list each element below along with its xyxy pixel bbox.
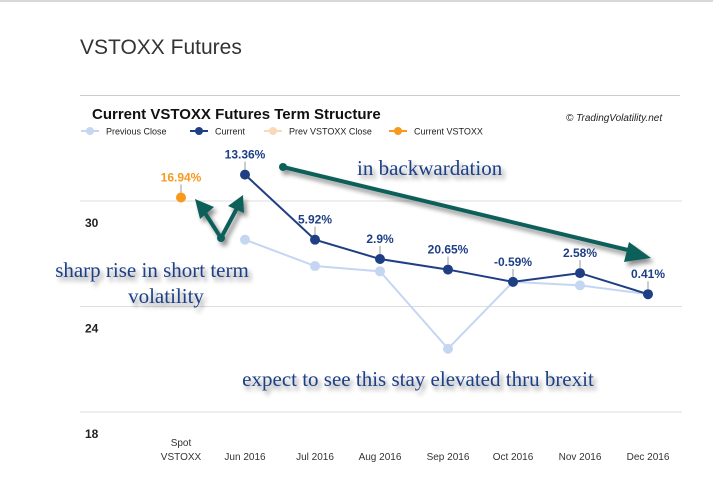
annotation-backwardation: in backwardation bbox=[357, 156, 503, 180]
data-point bbox=[240, 234, 250, 245]
legend-label: Current bbox=[215, 127, 246, 137]
top-divider bbox=[0, 0, 713, 2]
x-tick-label: VSTOXX bbox=[161, 452, 202, 463]
series-layer: 13.36% 5.92% 2.9% 20.65% -0.59% 2.58% 0.41% 16.… bbox=[161, 148, 665, 354]
x-tick-label: Aug 2016 bbox=[359, 452, 402, 463]
legend-marker bbox=[394, 127, 402, 135]
backwardation-arrow-head bbox=[624, 242, 651, 262]
x-tick-label: Jul 2016 bbox=[296, 452, 334, 463]
data-point bbox=[575, 280, 585, 291]
x-tick-label: Oct 2016 bbox=[493, 452, 534, 463]
data-label: 16.94% bbox=[161, 170, 202, 184]
x-tick-label: Sep 2016 bbox=[427, 452, 470, 463]
page-title: VSTOXX Futures bbox=[80, 36, 242, 59]
y-tick-label: 30 bbox=[85, 216, 99, 230]
y-tick-label: 24 bbox=[85, 322, 99, 336]
backwardation-arrow-shaft bbox=[281, 165, 634, 253]
sharp-rise-arrow-right-head bbox=[228, 195, 244, 213]
sharp-rise-arrow-right-shaft bbox=[219, 208, 238, 240]
data-label: -0.59% bbox=[494, 255, 532, 269]
data-point bbox=[508, 276, 518, 287]
legend-label: Prev VSTOXX Close bbox=[289, 127, 372, 137]
chart-title: Current VSTOXX Futures Term Structure bbox=[92, 106, 381, 123]
annotation-sharp-rise-2: volatility bbox=[128, 284, 204, 308]
data-point bbox=[443, 343, 453, 354]
annotation-brexit: expect to see this stay elevated thru br… bbox=[242, 367, 594, 391]
x-tick-label: Dec 2016 bbox=[627, 452, 670, 463]
x-tick-label: Spot bbox=[171, 438, 192, 449]
data-label: 0.41% bbox=[631, 267, 665, 281]
annotation-sharp-rise-1: sharp rise in short term bbox=[55, 258, 249, 282]
x-axis: Spot VSTOXX Jun 2016 Jul 2016 Aug 2016 Sep 20… bbox=[161, 438, 670, 463]
chart-credit[interactable]: © TradingVolatility.net bbox=[566, 113, 663, 124]
data-label: 5.92% bbox=[298, 213, 332, 227]
data-point bbox=[310, 261, 320, 272]
series-line-current bbox=[244, 173, 649, 296]
legend-label: Previous Close bbox=[106, 127, 167, 137]
data-point bbox=[240, 169, 250, 180]
legend-label: Current VSTOXX bbox=[414, 127, 483, 137]
data-point bbox=[643, 289, 653, 300]
y-tick-label: 18 bbox=[85, 427, 99, 441]
data-point bbox=[443, 264, 453, 275]
data-point bbox=[575, 268, 585, 279]
annotation-layer: in backwardation sharp rise in short term… bbox=[55, 156, 651, 391]
legend-marker bbox=[269, 127, 277, 135]
chart-legend: Previous Close Current Prev VSTOXX Close Cu… bbox=[81, 127, 483, 137]
data-label: 2.9% bbox=[366, 232, 394, 246]
data-point bbox=[375, 266, 385, 277]
backwardation-arrow-tail bbox=[279, 163, 287, 171]
sharp-rise-arrow-left-head bbox=[195, 199, 214, 219]
data-label: 2.58% bbox=[563, 246, 597, 260]
legend-marker bbox=[195, 127, 203, 135]
legend-marker bbox=[86, 127, 94, 135]
data-point bbox=[375, 254, 385, 265]
annotation-arrows bbox=[195, 163, 651, 262]
x-tick-label: Nov 2016 bbox=[559, 452, 602, 463]
chart-top-border bbox=[80, 95, 680, 96]
data-label: 13.36% bbox=[225, 148, 266, 162]
data-point bbox=[176, 192, 186, 203]
data-label: 20.65% bbox=[428, 243, 469, 257]
y-axis: 30 24 18 bbox=[85, 216, 99, 441]
x-tick-label: Jun 2016 bbox=[224, 452, 266, 463]
sharp-rise-arrow-left-shaft bbox=[203, 211, 223, 240]
annotation-texts: in backwardation sharp rise in short term… bbox=[55, 156, 594, 391]
data-point bbox=[310, 234, 320, 245]
